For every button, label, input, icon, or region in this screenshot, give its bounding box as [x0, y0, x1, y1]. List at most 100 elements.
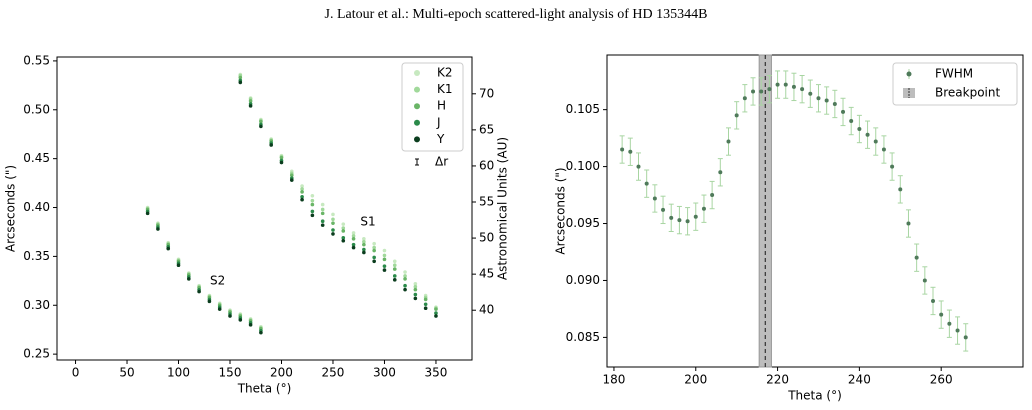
legend-marker	[906, 71, 912, 77]
data-point	[351, 242, 356, 247]
data-point	[320, 202, 325, 207]
data-point	[791, 84, 796, 89]
legend-marker	[414, 70, 420, 76]
data-point	[434, 314, 438, 318]
y-tick-label: 0.090	[566, 273, 600, 287]
data-point	[742, 96, 747, 101]
plot-frame	[606, 54, 1024, 368]
x-tick-label: 300	[373, 366, 396, 380]
data-point	[238, 75, 243, 80]
data-point	[816, 96, 821, 101]
data-point	[372, 259, 376, 264]
data-point	[341, 222, 346, 226]
data-point	[310, 202, 315, 207]
data-point	[362, 237, 366, 241]
data-point	[382, 248, 387, 253]
x-tick-label: 0	[72, 366, 80, 380]
data-point	[392, 274, 397, 278]
data-point	[310, 213, 315, 218]
data-point	[331, 232, 335, 236]
data-point	[259, 124, 263, 129]
data-point	[331, 228, 335, 232]
y-tick-label: 0.100	[566, 159, 600, 173]
y2-tick-label: 55	[479, 195, 494, 209]
data-point	[403, 283, 407, 288]
legend-label: Y	[436, 132, 445, 146]
data-point	[372, 245, 376, 250]
data-point	[382, 253, 387, 258]
data-point	[857, 127, 862, 132]
data-point	[685, 219, 690, 224]
data-point	[403, 277, 407, 281]
data-point	[228, 314, 232, 318]
data-point	[873, 139, 878, 144]
y-tick-label: 0.45	[23, 151, 50, 165]
x-axis-label: Theta (°)	[787, 389, 842, 403]
data-point	[890, 164, 895, 169]
legend-label: Δr	[435, 155, 448, 169]
annotation: S1	[360, 215, 375, 229]
x-tick-label: 100	[167, 366, 190, 380]
data-point	[341, 226, 346, 230]
y2-tick-label: 60	[479, 158, 494, 172]
x-tick-label: 180	[603, 373, 626, 387]
y-tick-label: 0.40	[23, 200, 50, 214]
data-point	[248, 104, 253, 108]
y-tick-label: 0.55	[23, 53, 50, 67]
y-tick-label: 0.50	[23, 102, 50, 116]
data-point	[392, 278, 397, 282]
data-point	[413, 292, 418, 297]
legend-label: Breakpoint	[935, 86, 1000, 100]
data-point	[145, 211, 150, 216]
data-point	[238, 318, 243, 322]
data-point	[652, 196, 657, 201]
data-point	[362, 247, 366, 252]
data-point	[759, 89, 764, 94]
data-point	[808, 91, 813, 96]
data-point	[156, 227, 160, 231]
data-point	[726, 139, 731, 144]
data-point	[331, 221, 335, 225]
page-header: J. Latour et al.: Multi-epoch scattered-…	[325, 7, 708, 22]
data-point	[644, 181, 649, 186]
x-tick-label: 260	[930, 373, 953, 387]
data-point	[362, 242, 366, 247]
data-point	[341, 236, 346, 240]
data-point	[881, 147, 886, 152]
legend-marker	[414, 103, 420, 110]
legend-label: J	[436, 115, 441, 129]
x-tick-label: 200	[270, 366, 293, 380]
data-point	[289, 173, 294, 178]
data-point	[362, 239, 366, 244]
data-point	[620, 147, 625, 152]
data-point	[392, 259, 397, 264]
data-point	[931, 298, 936, 303]
data-point	[914, 255, 919, 260]
data-point	[849, 119, 854, 124]
data-point	[310, 193, 315, 198]
data-point	[372, 255, 376, 260]
x-tick-label: 150	[219, 366, 242, 380]
data-point	[701, 206, 706, 211]
y2-tick-label: 70	[479, 86, 494, 100]
data-point	[300, 194, 304, 199]
legend-box	[401, 62, 464, 152]
y2-tick-label: 65	[479, 122, 494, 136]
data-point	[423, 302, 428, 307]
data-point	[248, 323, 253, 327]
data-point	[669, 215, 674, 220]
data-point	[693, 214, 698, 219]
data-point	[351, 245, 356, 250]
x-tick-label: 220	[766, 373, 789, 387]
x-tick-label: 350	[425, 366, 448, 380]
annotation: S2	[210, 273, 225, 287]
data-point	[423, 297, 428, 302]
legend-marker	[414, 119, 420, 126]
data-point	[841, 109, 846, 114]
data-point	[248, 99, 253, 103]
legend-box	[892, 62, 1018, 106]
plot-frame	[56, 56, 473, 361]
data-point	[300, 197, 304, 202]
data-point	[300, 190, 304, 194]
